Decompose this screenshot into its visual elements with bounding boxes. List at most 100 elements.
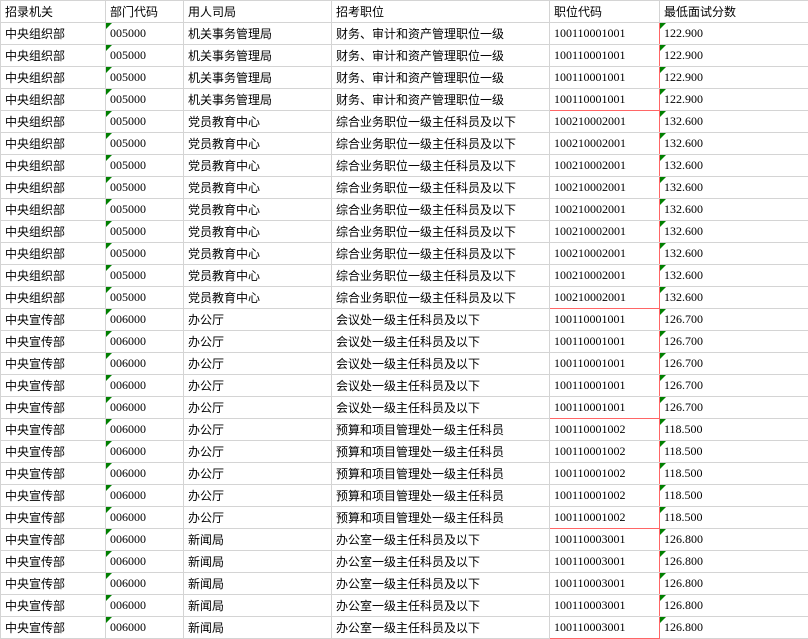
col-header-agency[interactable]: 招录机关 — [1, 1, 106, 23]
table-cell[interactable]: 122.900 — [660, 45, 808, 67]
table-cell[interactable]: 100110001001 — [550, 309, 660, 331]
table-row[interactable]: 中央宣传部006000新闻局办公室一级主任科员及以下10011000300112… — [1, 529, 808, 551]
table-row[interactable]: 中央组织部005000党员教育中心综合业务职位一级主任科员及以下10021000… — [1, 243, 808, 265]
table-cell[interactable]: 新闻局 — [184, 529, 332, 551]
table-cell[interactable]: 006000 — [106, 507, 184, 529]
table-cell[interactable]: 党员教育中心 — [184, 111, 332, 133]
table-row[interactable]: 中央宣传部006000办公厅预算和项目管理处一级主任科员100110001002… — [1, 419, 808, 441]
table-cell[interactable]: 005000 — [106, 111, 184, 133]
table-row[interactable]: 中央宣传部006000新闻局办公室一级主任科员及以下10011000300112… — [1, 573, 808, 595]
table-cell[interactable]: 中央组织部 — [1, 199, 106, 221]
table-cell[interactable]: 132.600 — [660, 287, 808, 309]
table-cell[interactable]: 中央宣传部 — [1, 617, 106, 639]
table-cell[interactable]: 100110001001 — [550, 353, 660, 375]
table-cell[interactable]: 综合业务职位一级主任科员及以下 — [332, 111, 550, 133]
table-cell[interactable]: 中央组织部 — [1, 45, 106, 67]
col-header-dept[interactable]: 用人司局 — [184, 1, 332, 23]
table-cell[interactable]: 中央宣传部 — [1, 507, 106, 529]
table-cell[interactable]: 综合业务职位一级主任科员及以下 — [332, 221, 550, 243]
table-cell[interactable]: 118.500 — [660, 463, 808, 485]
table-cell[interactable]: 综合业务职位一级主任科员及以下 — [332, 199, 550, 221]
table-row[interactable]: 中央宣传部006000新闻局办公室一级主任科员及以下10011000300112… — [1, 617, 808, 639]
table-cell[interactable]: 党员教育中心 — [184, 133, 332, 155]
table-cell[interactable]: 100110003001 — [550, 595, 660, 617]
table-row[interactable]: 中央组织部005000党员教育中心综合业务职位一级主任科员及以下10021000… — [1, 287, 808, 309]
table-cell[interactable]: 006000 — [106, 397, 184, 419]
table-cell[interactable]: 预算和项目管理处一级主任科员 — [332, 507, 550, 529]
table-cell[interactable]: 办公厅 — [184, 353, 332, 375]
table-cell[interactable]: 126.700 — [660, 375, 808, 397]
table-cell[interactable]: 100210002001 — [550, 265, 660, 287]
table-cell[interactable]: 100110003001 — [550, 573, 660, 595]
table-cell[interactable]: 100210002001 — [550, 243, 660, 265]
col-header-score[interactable]: 最低面试分数 — [660, 1, 808, 23]
col-header-poscode[interactable]: 职位代码 — [550, 1, 660, 23]
table-cell[interactable]: 118.500 — [660, 485, 808, 507]
table-cell[interactable]: 100110001002 — [550, 441, 660, 463]
table-cell[interactable]: 006000 — [106, 529, 184, 551]
table-row[interactable]: 中央宣传部006000办公厅会议处一级主任科员及以下10011000100112… — [1, 309, 808, 331]
table-cell[interactable]: 办公厅 — [184, 441, 332, 463]
table-cell[interactable]: 126.700 — [660, 309, 808, 331]
table-cell[interactable]: 005000 — [106, 45, 184, 67]
table-cell[interactable]: 综合业务职位一级主任科员及以下 — [332, 287, 550, 309]
table-cell[interactable]: 财务、审计和资产管理职位一级 — [332, 67, 550, 89]
table-cell[interactable]: 财务、审计和资产管理职位一级 — [332, 23, 550, 45]
table-cell[interactable]: 预算和项目管理处一级主任科员 — [332, 485, 550, 507]
table-cell[interactable]: 118.500 — [660, 507, 808, 529]
table-cell[interactable]: 中央宣传部 — [1, 309, 106, 331]
table-cell[interactable]: 办公厅 — [184, 397, 332, 419]
table-cell[interactable]: 006000 — [106, 595, 184, 617]
table-cell[interactable]: 100110001002 — [550, 485, 660, 507]
table-cell[interactable]: 006000 — [106, 353, 184, 375]
table-cell[interactable]: 会议处一级主任科员及以下 — [332, 375, 550, 397]
table-row[interactable]: 中央组织部005000机关事务管理局财务、审计和资产管理职位一级10011000… — [1, 67, 808, 89]
table-cell[interactable]: 100110001002 — [550, 507, 660, 529]
table-cell[interactable]: 会议处一级主任科员及以下 — [332, 397, 550, 419]
table-cell[interactable]: 新闻局 — [184, 617, 332, 639]
table-cell[interactable]: 办公室一级主任科员及以下 — [332, 573, 550, 595]
table-cell[interactable]: 132.600 — [660, 111, 808, 133]
table-cell[interactable]: 中央组织部 — [1, 133, 106, 155]
table-cell[interactable]: 预算和项目管理处一级主任科员 — [332, 441, 550, 463]
table-row[interactable]: 中央宣传部006000办公厅预算和项目管理处一级主任科员100110001002… — [1, 463, 808, 485]
table-cell[interactable]: 006000 — [106, 551, 184, 573]
table-cell[interactable]: 126.800 — [660, 595, 808, 617]
table-cell[interactable]: 132.600 — [660, 221, 808, 243]
table-row[interactable]: 中央组织部005000机关事务管理局财务、审计和资产管理职位一级10011000… — [1, 23, 808, 45]
table-row[interactable]: 中央组织部005000机关事务管理局财务、审计和资产管理职位一级10011000… — [1, 45, 808, 67]
table-row[interactable]: 中央组织部005000党员教育中心综合业务职位一级主任科员及以下10021000… — [1, 111, 808, 133]
table-cell[interactable]: 办公厅 — [184, 463, 332, 485]
table-cell[interactable]: 100210002001 — [550, 155, 660, 177]
table-cell[interactable]: 100110001001 — [550, 89, 660, 111]
table-cell[interactable]: 会议处一级主任科员及以下 — [332, 309, 550, 331]
table-cell[interactable]: 005000 — [106, 287, 184, 309]
table-cell[interactable]: 中央宣传部 — [1, 573, 106, 595]
table-cell[interactable]: 006000 — [106, 441, 184, 463]
table-cell[interactable]: 132.600 — [660, 177, 808, 199]
table-cell[interactable]: 中央宣传部 — [1, 463, 106, 485]
table-cell[interactable]: 100110001001 — [550, 67, 660, 89]
table-cell[interactable]: 126.800 — [660, 617, 808, 639]
table-cell[interactable]: 126.800 — [660, 551, 808, 573]
table-row[interactable]: 中央宣传部006000新闻局办公室一级主任科员及以下10011000300112… — [1, 551, 808, 573]
table-cell[interactable]: 中央宣传部 — [1, 353, 106, 375]
table-cell[interactable]: 中央宣传部 — [1, 595, 106, 617]
table-cell[interactable]: 党员教育中心 — [184, 199, 332, 221]
table-row[interactable]: 中央宣传部006000办公厅预算和项目管理处一级主任科员100110001002… — [1, 441, 808, 463]
table-cell[interactable]: 办公厅 — [184, 507, 332, 529]
table-cell[interactable]: 006000 — [106, 485, 184, 507]
table-cell[interactable]: 办公室一级主任科员及以下 — [332, 551, 550, 573]
table-cell[interactable]: 100210002001 — [550, 199, 660, 221]
table-cell[interactable]: 005000 — [106, 155, 184, 177]
table-cell[interactable]: 122.900 — [660, 67, 808, 89]
table-cell[interactable]: 006000 — [106, 463, 184, 485]
table-cell[interactable]: 126.700 — [660, 331, 808, 353]
table-row[interactable]: 中央宣传部006000办公厅会议处一级主任科员及以下10011000100112… — [1, 375, 808, 397]
table-cell[interactable]: 132.600 — [660, 243, 808, 265]
table-cell[interactable]: 132.600 — [660, 133, 808, 155]
table-cell[interactable]: 118.500 — [660, 441, 808, 463]
table-cell[interactable]: 006000 — [106, 419, 184, 441]
table-cell[interactable]: 中央宣传部 — [1, 551, 106, 573]
table-cell[interactable]: 005000 — [106, 199, 184, 221]
